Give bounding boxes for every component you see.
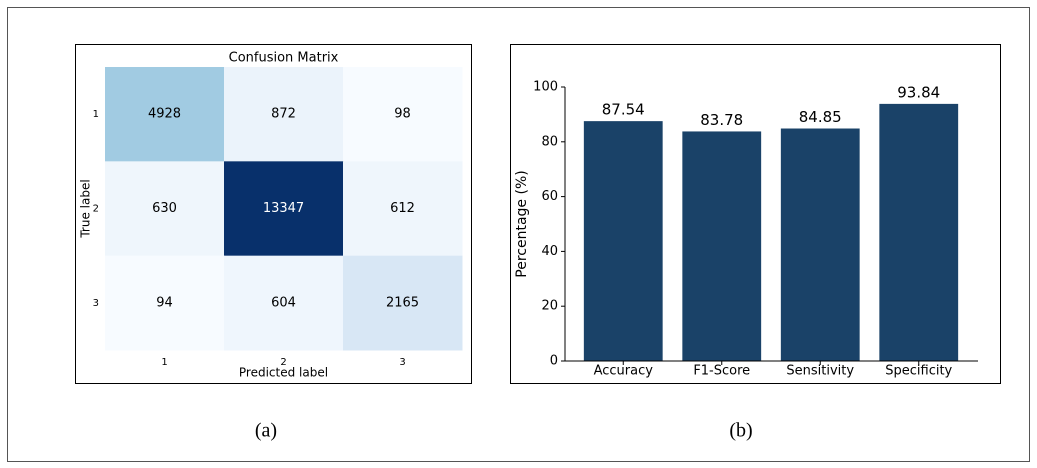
x-tick-label: F1-Score bbox=[693, 364, 750, 379]
cell-label: 94 bbox=[156, 295, 173, 310]
y-tick-label: 40 bbox=[541, 244, 558, 259]
y-tick-label: 3 bbox=[93, 298, 99, 309]
heatmap-cell bbox=[224, 255, 344, 351]
heatmap-cell bbox=[343, 67, 463, 162]
value-label: 83.78 bbox=[700, 111, 743, 129]
y-tick-label: 1 bbox=[93, 109, 99, 120]
cell-label: 630 bbox=[152, 201, 177, 216]
cell-label: 4928 bbox=[148, 107, 181, 122]
caption: (b) bbox=[729, 420, 752, 442]
y-tick-label: 100 bbox=[533, 80, 558, 95]
y-axis-label: Percentage (%) bbox=[514, 170, 530, 277]
y-tick-label: 80 bbox=[541, 134, 558, 149]
heatmap-cell bbox=[105, 161, 225, 257]
heatmap-cell bbox=[224, 67, 344, 162]
cell-label: 98 bbox=[394, 107, 411, 122]
cell-label: 612 bbox=[390, 201, 415, 216]
y-tick-label: 20 bbox=[541, 299, 558, 314]
panel-b-border bbox=[510, 44, 1001, 384]
value-label: 84.85 bbox=[799, 108, 842, 126]
x-tick-label: Accuracy bbox=[594, 364, 654, 379]
cell-label: 13347 bbox=[263, 201, 304, 216]
bar bbox=[879, 103, 959, 361]
bar bbox=[682, 131, 762, 361]
heatmap-cell bbox=[343, 255, 463, 351]
figure-border bbox=[7, 7, 1030, 462]
heatmap-cell bbox=[105, 255, 225, 351]
y-axis-label: True label bbox=[79, 179, 93, 238]
value-label: 87.54 bbox=[602, 101, 645, 119]
heatmap-cell bbox=[105, 67, 225, 162]
cell-label: 2165 bbox=[386, 295, 419, 310]
chart-title: Confusion Matrix bbox=[229, 51, 339, 66]
value-label: 93.84 bbox=[897, 83, 940, 101]
cell-label: 872 bbox=[271, 107, 296, 122]
x-tick-label: 1 bbox=[161, 357, 167, 368]
bar bbox=[780, 128, 860, 361]
x-tick-label: 3 bbox=[399, 357, 405, 368]
heatmap-cell bbox=[343, 161, 463, 257]
caption: (a) bbox=[255, 420, 277, 442]
heatmap-cell bbox=[224, 161, 344, 257]
y-tick-label: 0 bbox=[550, 354, 558, 369]
x-tick-label: 2 bbox=[280, 357, 286, 368]
x-tick-label: Specificity bbox=[885, 364, 952, 379]
cell-label: 604 bbox=[271, 295, 296, 310]
bar bbox=[583, 121, 663, 361]
panel-a-border bbox=[75, 44, 472, 384]
y-tick-label: 2 bbox=[93, 204, 99, 215]
y-tick-label: 60 bbox=[541, 189, 558, 204]
x-tick-label: Sensitivity bbox=[786, 364, 854, 379]
x-axis-label: Predicted label bbox=[239, 366, 328, 380]
